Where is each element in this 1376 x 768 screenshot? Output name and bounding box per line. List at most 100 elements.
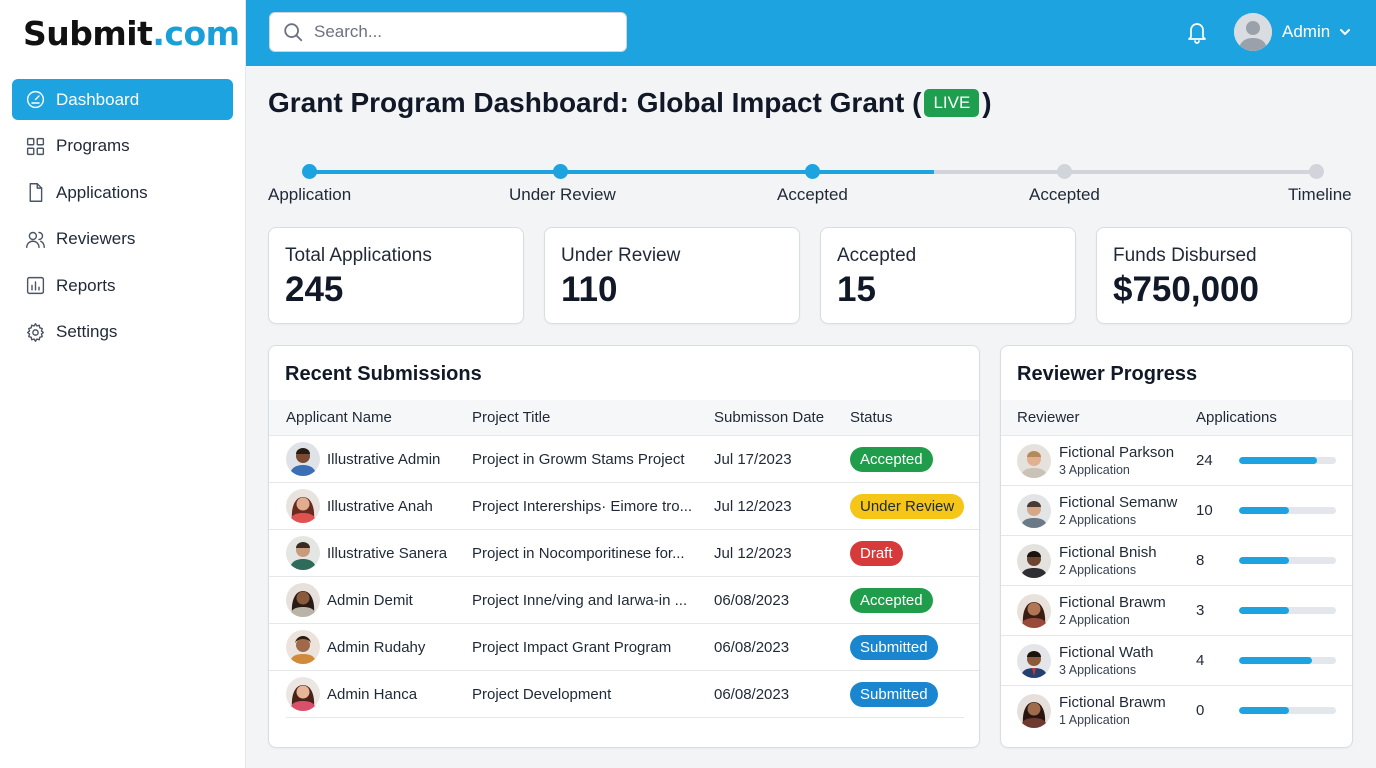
timeline-step-label: Accepted [1029, 185, 1100, 204]
project-title[interactable]: Project Development [472, 686, 612, 703]
avatar [1017, 594, 1051, 628]
submission-date: Jul 17/2023 [714, 451, 792, 468]
table-row[interactable]: Admin Demit Project Inne/ving and Iarwa-… [269, 577, 979, 624]
column-header[interactable]: Applications [1196, 409, 1277, 426]
reviewer-name: Fictional Wath [1059, 644, 1154, 661]
user-menu[interactable]: Admin [1234, 12, 1352, 52]
progress-bar [1239, 557, 1336, 564]
page-title-suffix: ) [982, 87, 992, 118]
timeline-track-fill [309, 170, 934, 174]
status-badge: Submitted [850, 635, 938, 660]
table-row[interactable]: Illustrative Anah Project Intererships· … [269, 483, 979, 530]
timeline-step-label: Application [268, 185, 352, 204]
table-header: Applicant Name Project Title Submisson D… [269, 400, 979, 436]
submission-date: Jul 12/2023 [714, 498, 792, 515]
column-header[interactable]: Submisson Date [714, 409, 825, 426]
stat-value: $750,000 [1113, 270, 1259, 309]
status-badge: Accepted [850, 588, 933, 613]
submission-date: 06/08/2023 [714, 639, 790, 656]
gauge-icon [24, 89, 46, 111]
sidebar: Submit.com Dashboard Programs Applicatio… [0, 0, 246, 768]
status-badge: Accepted [850, 447, 933, 472]
avatar [286, 536, 320, 570]
sidebar-item-reports[interactable]: Reports [12, 265, 233, 306]
progress-bar-fill [1239, 707, 1290, 714]
table-row[interactable]: Admin Hanca Project Development 06/08/20… [286, 671, 964, 718]
reviewer-row[interactable]: Fictional Bnish 2 Applications 8 [1001, 536, 1352, 586]
reviewer-assigned: 1 Application [1059, 713, 1130, 727]
stat-label: Funds Disbursed [1113, 245, 1257, 266]
sidebar-item-settings[interactable]: Settings [12, 312, 233, 353]
reviewer-row[interactable]: Fictional Semanw 2 Applications 10 [1001, 486, 1352, 536]
progress-bar-fill [1239, 607, 1290, 614]
progress-bar [1239, 607, 1336, 614]
avatar [1017, 644, 1051, 678]
search-box[interactable] [269, 12, 627, 52]
reviewer-count: 10 [1196, 502, 1213, 519]
progress-bar-fill [1239, 507, 1290, 514]
users-icon [24, 228, 46, 250]
applicant-name: Admin Demit [327, 592, 413, 609]
project-title[interactable]: Project in Growm Stams Project [472, 451, 685, 468]
stat-label: Under Review [561, 245, 681, 266]
user-avatar [1234, 13, 1272, 51]
progress-timeline: Application Under Review Accepted Accept… [268, 160, 1353, 210]
stat-value: 15 [837, 270, 876, 309]
reviewer-row[interactable]: Fictional Parkson 3 Application 24 [1001, 436, 1352, 486]
reviewer-name: Fictional Brawm [1059, 694, 1166, 711]
timeline-step-label: Accepted [777, 185, 848, 204]
column-header[interactable]: Applicant Name [286, 409, 392, 426]
sidebar-item-reviewers[interactable]: Reviewers [12, 219, 233, 260]
brand-logo[interactable]: Submit.com [23, 14, 240, 53]
reviewer-count: 8 [1196, 552, 1205, 569]
avatar [286, 442, 320, 476]
submission-date: 06/08/2023 [714, 686, 790, 703]
table-row[interactable]: Admin Rudahy Project Impact Grant Progra… [269, 624, 979, 671]
timeline-step-dot [301, 164, 317, 179]
stat-value: 245 [285, 270, 344, 309]
submission-date: Jul 12/2023 [714, 545, 792, 562]
grid-icon [24, 135, 46, 157]
timeline-step-dot [1308, 164, 1324, 179]
column-header[interactable]: Reviewer [1017, 409, 1080, 426]
progress-bar-fill [1239, 557, 1290, 564]
timeline-step-label: Timeline [1288, 185, 1352, 204]
progress-bar [1239, 657, 1336, 664]
sidebar-item-programs[interactable]: Programs [12, 126, 233, 167]
table-row[interactable]: Illustrative Admin Project in Growm Stam… [269, 436, 979, 483]
avatar [1017, 694, 1051, 728]
reviewer-assigned: 3 Application [1059, 463, 1130, 477]
reviewer-row[interactable]: Fictional Brawm 1 Application 0 [1001, 686, 1352, 736]
progress-bar [1239, 707, 1336, 714]
project-title[interactable]: Project Impact Grant Program [472, 639, 672, 656]
sidebar-item-label: Applications [56, 182, 148, 202]
table-row[interactable]: Illustrative Sanera Project in Nocompori… [269, 530, 979, 577]
project-title[interactable]: Project Intererships· Eimore tro... [472, 498, 693, 515]
column-header[interactable]: Status [850, 409, 893, 426]
project-title[interactable]: Project Inne/ving and Iarwa-in ... [472, 592, 688, 609]
avatar [1017, 544, 1051, 578]
project-title[interactable]: Project in Nocomporitinese for... [472, 545, 685, 562]
timeline-step-dot [804, 164, 820, 179]
stat-card-accepted: Accepted 15 [820, 227, 1076, 324]
avatar [286, 489, 320, 523]
search-input[interactable] [314, 22, 604, 42]
reviewer-row[interactable]: Fictional Wath 3 Applications 4 [1001, 636, 1352, 686]
reviewer-count: 0 [1196, 702, 1205, 719]
reviewer-row[interactable]: Fictional Brawm 2 Application 3 [1001, 586, 1352, 636]
applicant-name: Admin Rudahy [327, 639, 426, 656]
sidebar-item-label: Programs [56, 136, 130, 156]
notification-bell-icon[interactable] [1185, 19, 1209, 45]
column-header[interactable]: Project Title [472, 409, 551, 426]
reviewer-assigned: 2 Applications [1059, 563, 1137, 577]
submission-date: 06/08/2023 [714, 592, 790, 609]
stat-card-total-applications: Total Applications 245 [268, 227, 524, 324]
status-badge: Draft [850, 541, 903, 566]
page-title: Grant Program Dashboard: Global Impact G… [268, 87, 992, 119]
sidebar-item-dashboard[interactable]: Dashboard [12, 79, 233, 120]
page-title-text: Grant Program Dashboard: Global Impact G… [268, 87, 922, 118]
reviewer-assigned: 2 Application [1059, 613, 1130, 627]
chevron-down-icon [1340, 29, 1351, 35]
timeline-step-dot [552, 164, 568, 179]
sidebar-item-applications[interactable]: Applications [12, 172, 233, 213]
